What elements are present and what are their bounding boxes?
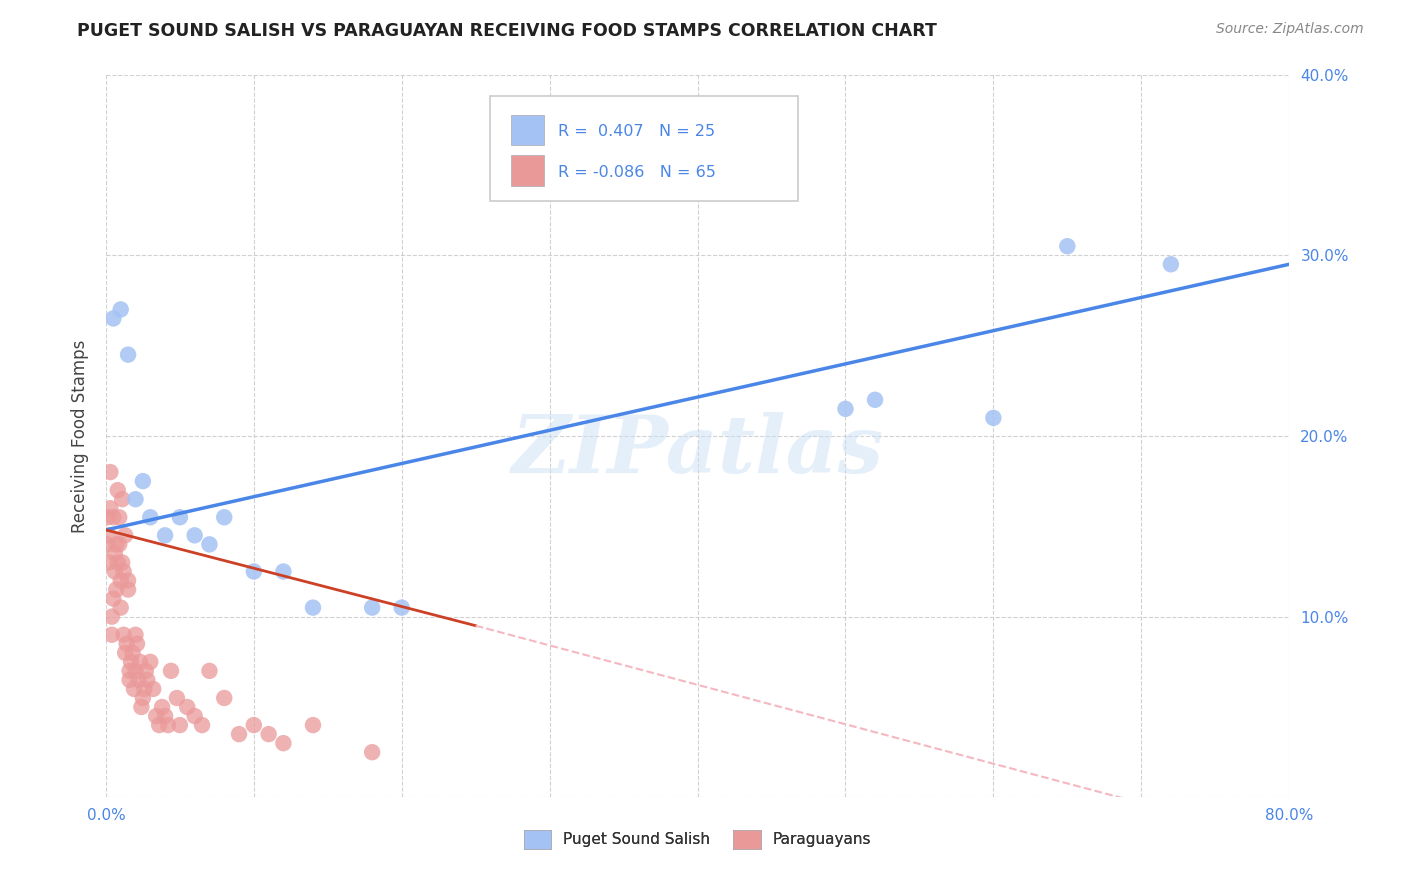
Point xyxy=(134,681,156,696)
Point xyxy=(198,664,221,678)
Point xyxy=(97,528,120,542)
Text: R = -0.086   N = 65: R = -0.086 N = 65 xyxy=(558,165,716,179)
Point xyxy=(105,537,128,551)
Point xyxy=(124,664,146,678)
Point xyxy=(96,537,118,551)
Point xyxy=(112,628,135,642)
Point xyxy=(166,690,188,705)
Point xyxy=(212,510,235,524)
Point xyxy=(983,410,1005,425)
Point xyxy=(257,727,280,741)
Point xyxy=(391,600,413,615)
Point xyxy=(111,492,134,507)
Point xyxy=(118,673,141,687)
Point xyxy=(105,582,128,597)
Point xyxy=(243,565,266,579)
Point xyxy=(114,646,136,660)
Point xyxy=(183,709,205,723)
Point xyxy=(153,528,176,542)
Point xyxy=(124,628,146,642)
Point xyxy=(132,474,155,488)
Point xyxy=(148,718,170,732)
Point xyxy=(1160,257,1182,271)
Text: R =  0.407   N = 25: R = 0.407 N = 25 xyxy=(558,124,716,139)
Point xyxy=(112,565,135,579)
Point xyxy=(302,718,325,732)
Y-axis label: Receiving Food Stamps: Receiving Food Stamps xyxy=(72,339,89,533)
Point xyxy=(110,600,132,615)
Point xyxy=(176,700,198,714)
Point xyxy=(103,311,125,326)
Point xyxy=(96,510,118,524)
Point xyxy=(97,556,120,570)
Point xyxy=(120,655,142,669)
FancyBboxPatch shape xyxy=(510,115,544,145)
Point xyxy=(834,401,856,416)
Point xyxy=(191,718,214,732)
Point xyxy=(863,392,886,407)
Point xyxy=(169,718,191,732)
Point xyxy=(1056,239,1078,253)
Point xyxy=(139,655,162,669)
Point xyxy=(111,556,134,570)
Point xyxy=(108,510,131,524)
Point xyxy=(136,673,159,687)
Point xyxy=(110,574,132,588)
Point xyxy=(228,727,250,741)
Point xyxy=(101,628,124,642)
Point xyxy=(273,565,295,579)
Point xyxy=(135,664,157,678)
Point xyxy=(183,528,205,542)
Point xyxy=(115,637,138,651)
Point xyxy=(107,483,129,498)
Point xyxy=(243,718,266,732)
Point xyxy=(139,510,162,524)
Point xyxy=(122,681,145,696)
Point xyxy=(103,510,125,524)
Point xyxy=(124,492,146,507)
Point xyxy=(198,537,221,551)
Point xyxy=(153,709,176,723)
FancyBboxPatch shape xyxy=(510,155,544,186)
Point xyxy=(121,646,143,660)
Point xyxy=(361,745,384,759)
Text: PUGET SOUND SALISH VS PARAGUAYAN RECEIVING FOOD STAMPS CORRELATION CHART: PUGET SOUND SALISH VS PARAGUAYAN RECEIVI… xyxy=(77,22,938,40)
Point xyxy=(117,348,139,362)
Point xyxy=(98,501,121,516)
Point xyxy=(118,664,141,678)
Point xyxy=(361,600,384,615)
Point xyxy=(157,718,180,732)
Legend: Puget Sound Salish, Paraguayans: Puget Sound Salish, Paraguayans xyxy=(517,824,877,855)
Point xyxy=(150,700,173,714)
Point xyxy=(103,591,125,606)
Point xyxy=(145,709,167,723)
Point xyxy=(273,736,295,750)
Text: ZIPatlas: ZIPatlas xyxy=(512,411,883,489)
Point xyxy=(132,690,155,705)
Point xyxy=(127,673,149,687)
Text: Source: ZipAtlas.com: Source: ZipAtlas.com xyxy=(1216,22,1364,37)
Point xyxy=(142,681,165,696)
Point xyxy=(131,700,153,714)
Point xyxy=(302,600,325,615)
Point xyxy=(160,664,183,678)
Point xyxy=(125,637,148,651)
Point xyxy=(98,465,121,479)
Point xyxy=(114,528,136,542)
Point xyxy=(104,565,127,579)
Point xyxy=(104,546,127,560)
Point xyxy=(110,302,132,317)
FancyBboxPatch shape xyxy=(491,96,799,201)
Point xyxy=(169,510,191,524)
Point xyxy=(117,582,139,597)
Point xyxy=(107,556,129,570)
Point xyxy=(129,655,152,669)
Point xyxy=(108,537,131,551)
Point xyxy=(117,574,139,588)
Point xyxy=(101,609,124,624)
Point xyxy=(212,690,235,705)
